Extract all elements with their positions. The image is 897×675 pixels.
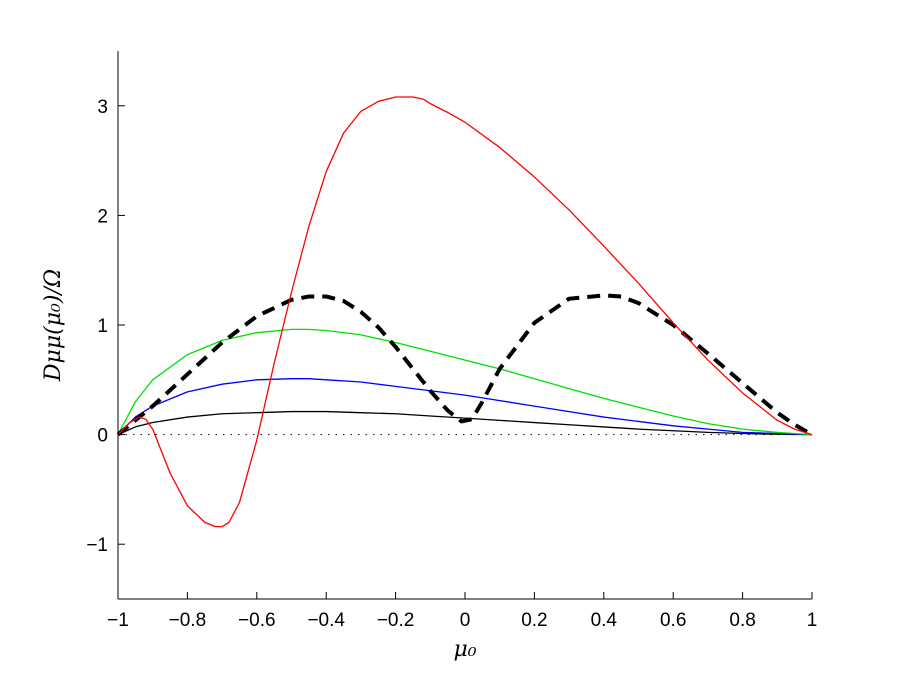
x-tick-label: 0.8 (729, 610, 755, 631)
y-axis-label: Dμμ(μ₀)/Ω (41, 269, 66, 382)
x-axis-label: μ₀ (453, 637, 476, 662)
ticks: −1 −0.8 −0.6 −0.4 −0.2 0 0.2 0.4 0.6 0.8 1 −1 0 1 2 3 (86, 97, 817, 631)
y-tick-label: 3 (97, 97, 108, 118)
series-line-0 (117, 96, 813, 528)
x-tick-label: 0.4 (591, 610, 618, 631)
x-tick-label: −1 (107, 610, 129, 631)
x-tick-label: 0.2 (521, 610, 547, 631)
x-tick-label: 1 (807, 610, 818, 631)
x-tick-label: −0.8 (169, 610, 207, 631)
x-tick-label: 0 (460, 610, 471, 631)
series-line-2 (117, 378, 813, 436)
series-layer (116, 96, 813, 528)
y-tick-label: −1 (86, 535, 108, 556)
x-tick-label: −0.2 (377, 610, 415, 631)
axes (117, 51, 812, 600)
series-line-4 (116, 293, 813, 437)
y-tick-label: 0 (97, 426, 108, 447)
series-line-3 (117, 410, 813, 436)
series-line-1 (117, 328, 813, 436)
y-tick-label: 2 (97, 206, 108, 227)
x-tick-label: −0.4 (307, 610, 345, 631)
x-tick-label: −0.6 (238, 610, 276, 631)
x-tick-label: 0.6 (660, 610, 686, 631)
y-tick-label: 1 (97, 316, 108, 337)
